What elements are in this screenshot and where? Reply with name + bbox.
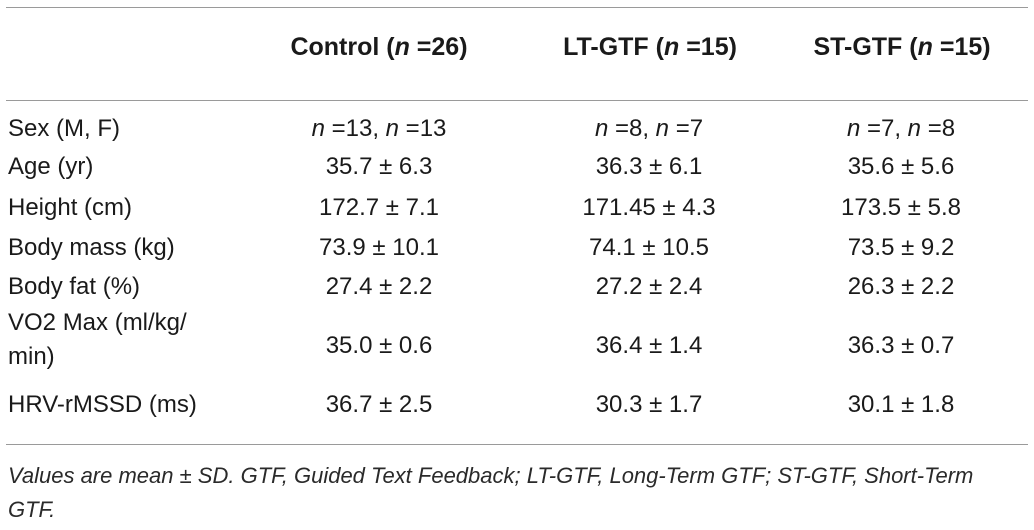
- cell-age-control: 35.7 ± 6.3: [325, 153, 433, 180]
- cell-age-st-gtf: 35.6 ± 5.6: [847, 153, 955, 180]
- cell-hrv-rmssd-st-gtf: 30.1 ± 1.8: [847, 391, 955, 418]
- cell-body-mass-lt-gtf: 74.1 ± 10.5: [589, 234, 709, 261]
- header-lt-gtf: LT-GTF (n =15): [563, 33, 737, 61]
- table-header-rule: [6, 100, 1028, 101]
- row-label-body-mass: Body mass (kg): [8, 234, 175, 261]
- table-top-rule: [6, 7, 1028, 8]
- cell-body-fat-st-gtf: 26.3 ± 2.2: [847, 273, 955, 300]
- cell-sex-lt-gtf: n =8, n =7: [594, 115, 704, 142]
- header-st-gtf: ST-GTF (n =15): [813, 33, 991, 61]
- cell-height-control: 172.7 ± 7.1: [319, 194, 439, 221]
- cell-body-fat-control: 27.4 ± 2.2: [325, 273, 433, 300]
- header-control: Control (n =26): [290, 33, 468, 61]
- cell-hrv-rmssd-control: 36.7 ± 2.5: [325, 391, 433, 418]
- cell-body-mass-st-gtf: 73.5 ± 9.2: [847, 234, 955, 261]
- cell-hrv-rmssd-lt-gtf: 30.3 ± 1.7: [595, 391, 703, 418]
- row-label-vo2-max: VO2 Max (ml/kg/ min): [8, 309, 187, 370]
- cell-body-fat-lt-gtf: 27.2 ± 2.4: [595, 273, 703, 300]
- row-label-age: Age (yr): [8, 153, 94, 180]
- row-label-sex: Sex (M, F): [8, 115, 120, 142]
- cell-sex-control: n =13, n =13: [311, 115, 447, 142]
- cell-vo2-max-control: 35.0 ± 0.6: [325, 332, 433, 359]
- cell-body-mass-control: 73.9 ± 10.1: [319, 234, 439, 261]
- cell-sex-st-gtf: n =7, n =8: [846, 115, 956, 142]
- row-label-hrv-rmssd: HRV-rMSSD (ms): [8, 391, 197, 418]
- row-label-body-fat: Body fat (%): [8, 273, 141, 300]
- cell-age-lt-gtf: 36.3 ± 6.1: [595, 153, 703, 180]
- table-bottom-rule: [6, 444, 1028, 445]
- cell-height-st-gtf: 173.5 ± 5.8: [841, 194, 961, 221]
- table-footnote: Values are mean ± SD. GTF, Guided Text F…: [8, 463, 974, 522]
- row-label-height: Height (cm): [8, 194, 133, 221]
- cell-vo2-max-lt-gtf: 36.4 ± 1.4: [595, 332, 703, 359]
- cell-vo2-max-st-gtf: 36.3 ± 0.7: [847, 332, 955, 359]
- cell-height-lt-gtf: 171.45 ± 4.3: [582, 194, 716, 221]
